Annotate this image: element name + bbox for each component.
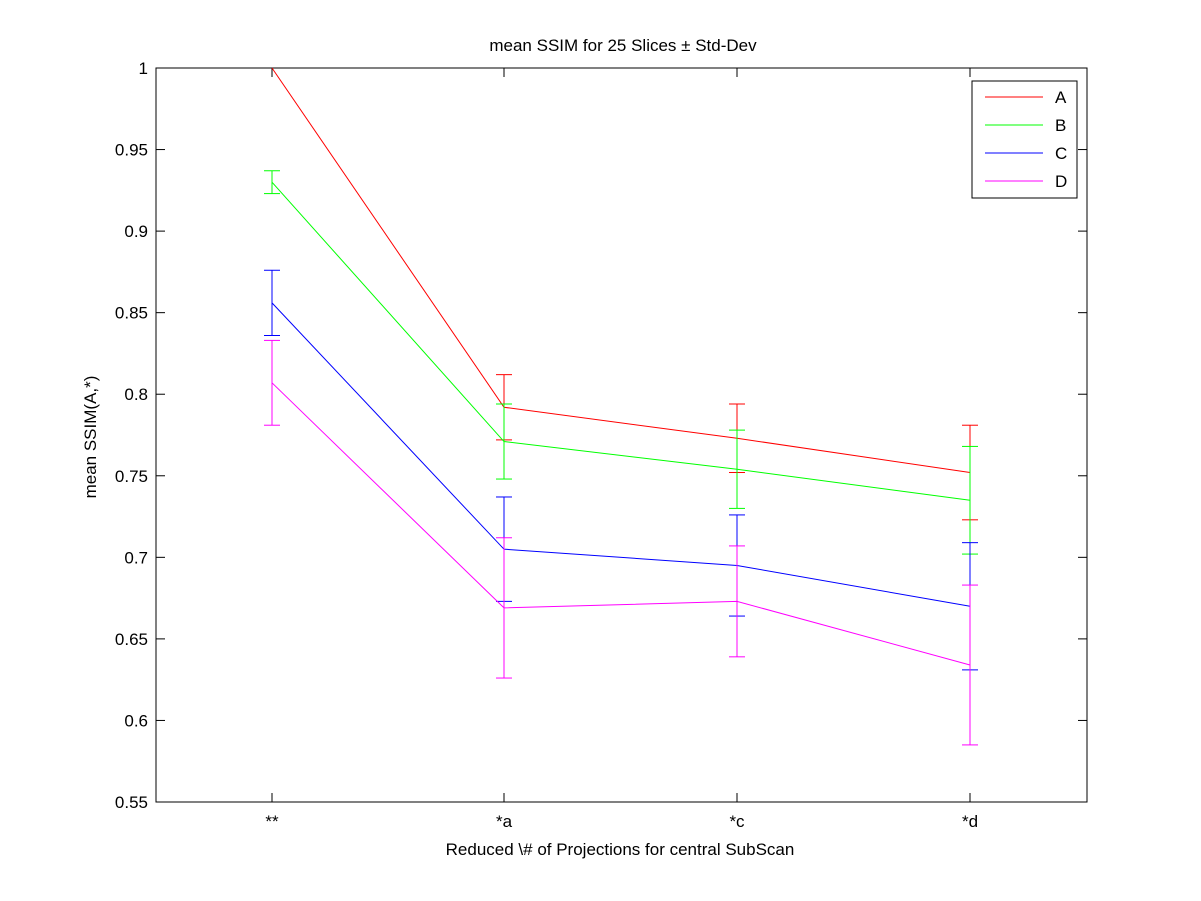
y-tick-label: 0.7 (124, 548, 148, 567)
legend-label-a: A (1055, 88, 1067, 107)
y-tick-label: 0.8 (124, 385, 148, 404)
x-axis: ** *a *c *d (265, 68, 978, 831)
x-tick-label: *a (496, 812, 513, 831)
y-tick-label: 0.65 (115, 630, 148, 649)
y-tick-label: 0.95 (115, 141, 148, 160)
y-tick-label: 1 (139, 59, 148, 78)
y-axis-label: mean SSIM(A,*) (81, 376, 100, 499)
y-axis: 0.55 0.6 0.65 0.7 0.75 0.8 0.85 0.9 0.95 1 (115, 59, 1087, 812)
legend-label-c: C (1055, 144, 1067, 163)
y-tick-label: 0.55 (115, 793, 148, 812)
series-line-a (271, 67, 971, 474)
legend-box (971, 80, 1078, 199)
legend-label-b: B (1055, 116, 1066, 135)
x-tick-label: *d (962, 812, 978, 831)
x-tick-label: ** (265, 812, 279, 831)
y-tick-label: 0.6 (124, 711, 148, 730)
chart-title: mean SSIM for 25 Slices ± Std-Dev (489, 36, 757, 55)
y-tick-label: 0.85 (115, 304, 148, 323)
series-line-b (271, 181, 971, 501)
legend-label-d: D (1055, 172, 1067, 191)
x-axis-label: Reduced \# of Projections for central Su… (446, 840, 795, 859)
y-tick-label: 0.9 (124, 222, 148, 241)
y-tick-label: 0.75 (115, 467, 148, 486)
series-layer (264, 67, 978, 746)
plot-area (155, 67, 1088, 803)
series-line-d (271, 382, 971, 666)
series-line-c (271, 302, 971, 607)
x-tick-label: *c (729, 812, 745, 831)
